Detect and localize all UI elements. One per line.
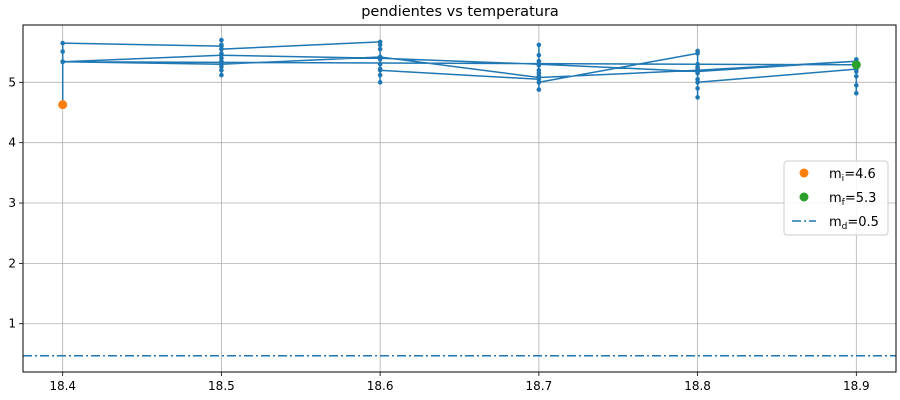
- y-tick-label: 1: [8, 317, 16, 331]
- y-tick-label: 3: [8, 196, 16, 210]
- legend-label: mf=5.3: [829, 191, 876, 208]
- series-point: [60, 49, 65, 54]
- legend-box: [783, 160, 889, 236]
- series-point: [536, 61, 542, 67]
- series-point: [377, 54, 383, 60]
- y-axis-ticks: 1 2 3 4 5: [8, 75, 23, 331]
- series-point: [219, 37, 224, 43]
- series-point: [854, 90, 859, 96]
- plot-frame: [22, 24, 897, 373]
- series-point: [377, 42, 383, 48]
- series-point: [377, 80, 383, 85]
- final-point: [851, 60, 861, 70]
- series-point: [377, 72, 383, 78]
- series-point: [854, 73, 859, 79]
- legend-marker: [799, 168, 809, 178]
- series-point: [854, 69, 859, 74]
- series-point: [695, 48, 700, 54]
- series-point: [60, 40, 65, 46]
- x-tick-label: 18.4: [49, 379, 76, 393]
- series-point: [219, 61, 224, 67]
- series-point: [854, 83, 859, 88]
- x-tick-label: 18.5: [208, 379, 235, 393]
- legend-label: md=0.5: [829, 215, 879, 232]
- series-point: [219, 52, 224, 58]
- legend: mi=4.6 mf=5.3 md=0.5: [783, 160, 889, 236]
- series-point: [377, 61, 383, 67]
- series-point: [695, 61, 700, 67]
- series-point: [219, 46, 224, 52]
- x-tick-label: 18.6: [367, 379, 394, 393]
- series-point: [536, 70, 542, 76]
- x-tick-label: 18.9: [843, 379, 870, 393]
- chart-title: pendientes vs temperatura: [361, 4, 559, 20]
- x-tick-label: 18.8: [684, 379, 711, 393]
- series-point: [695, 86, 700, 91]
- series-point: [377, 46, 383, 52]
- y-tick-label: 4: [8, 136, 16, 150]
- series-point: [219, 42, 224, 48]
- series-point: [60, 59, 65, 65]
- initial-point: [58, 100, 68, 110]
- series-point: [536, 42, 542, 48]
- series-point: [536, 52, 542, 58]
- series-point: [536, 75, 542, 80]
- y-tick-label: 5: [8, 75, 16, 89]
- x-axis-ticks: 18.4 18.5 18.6 18.7 18.8 18.9: [49, 372, 870, 393]
- highlight-points-layer: [58, 60, 861, 110]
- x-tick-label: 18.7: [526, 379, 553, 393]
- series-point: [536, 87, 542, 92]
- series-point: [695, 95, 700, 100]
- series-point: [219, 72, 224, 78]
- legend-label: mi=4.6: [829, 167, 876, 184]
- series-point: [219, 67, 224, 73]
- series-point: [695, 80, 700, 85]
- series-point: [536, 80, 542, 85]
- y-tick-label: 2: [8, 256, 16, 270]
- legend-marker: [799, 192, 809, 202]
- series-point: [695, 67, 700, 73]
- series-point: [377, 67, 383, 73]
